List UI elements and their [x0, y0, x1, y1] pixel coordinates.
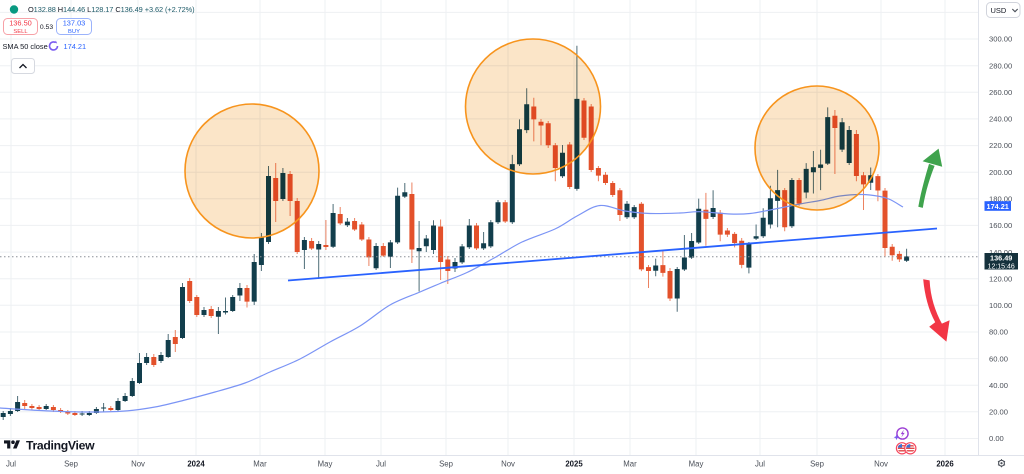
svg-text:Nov: Nov [501, 460, 515, 469]
svg-text:300.00: 300.00 [989, 35, 1012, 44]
svg-text:Jul: Jul [755, 460, 765, 469]
svg-text:174.21: 174.21 [64, 42, 87, 51]
svg-text:160.00: 160.00 [989, 221, 1012, 230]
svg-text:136.50: 136.50 [9, 19, 32, 28]
svg-text:100.00: 100.00 [989, 301, 1012, 310]
svg-text:40.00: 40.00 [989, 381, 1008, 390]
svg-text:Jul: Jul [376, 460, 386, 469]
svg-text:Sep: Sep [810, 460, 825, 469]
svg-text:SMA 50 close: SMA 50 close [3, 42, 48, 51]
svg-text:180.00: 180.00 [989, 195, 1012, 204]
svg-text:TradingView: TradingView [26, 439, 95, 453]
svg-text:20.00: 20.00 [989, 408, 1008, 417]
svg-text:120.00: 120.00 [989, 274, 1012, 283]
svg-text:80.00: 80.00 [989, 328, 1008, 337]
svg-text:0.00: 0.00 [989, 434, 1004, 443]
svg-text:260.00: 260.00 [989, 88, 1012, 97]
svg-text:Jul: Jul [6, 460, 16, 469]
svg-text:140.00: 140.00 [989, 248, 1012, 257]
svg-text:Sep: Sep [439, 460, 454, 469]
svg-text:280.00: 280.00 [989, 61, 1012, 70]
svg-text:240.00: 240.00 [989, 115, 1012, 124]
svg-text:2025: 2025 [565, 460, 583, 469]
svg-text:2026: 2026 [936, 460, 954, 469]
svg-text:Mar: Mar [623, 460, 637, 469]
svg-text:May: May [318, 460, 333, 469]
svg-text:2024: 2024 [187, 460, 205, 469]
svg-text:BUY: BUY [68, 29, 80, 35]
svg-text:Mar: Mar [253, 460, 267, 469]
svg-text:USD: USD [991, 6, 1007, 15]
svg-text:174.21: 174.21 [987, 202, 1009, 211]
svg-text:60.00: 60.00 [989, 354, 1008, 363]
svg-text:0.53: 0.53 [40, 24, 53, 31]
svg-text:May: May [689, 460, 704, 469]
svg-text:Sep: Sep [64, 460, 79, 469]
svg-text:137.03: 137.03 [63, 19, 86, 28]
svg-text:220.00: 220.00 [989, 141, 1012, 150]
svg-text:SELL: SELL [13, 29, 28, 35]
svg-text:O132.88 H144.46 L128.17 C136.4: O132.88 H144.46 L128.17 C136.49 +3.62 (+… [28, 5, 195, 14]
svg-text:Nov: Nov [131, 460, 145, 469]
svg-text:12:15:46: 12:15:46 [988, 263, 1015, 270]
svg-text:Nov: Nov [874, 460, 888, 469]
svg-text:200.00: 200.00 [989, 168, 1012, 177]
svg-text:136.49: 136.49 [990, 253, 1012, 262]
